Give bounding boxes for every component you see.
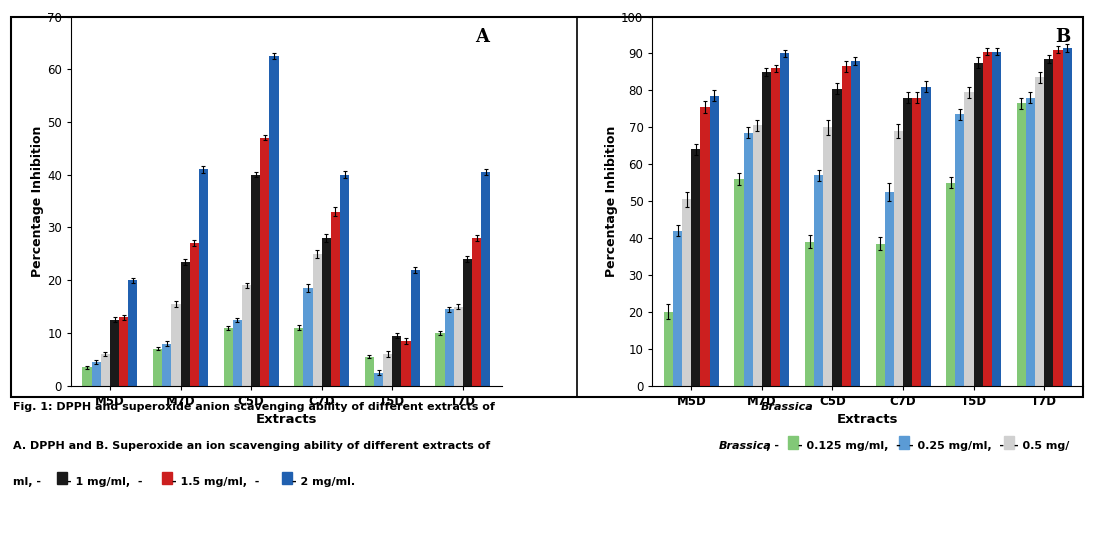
Bar (252, 175, 260, 386)
Bar (903, 98, 912, 386)
Bar (128, 280, 138, 386)
Text: Fig. 1: DPPH and superoxide anion scavenging ability of different extracts of: Fig. 1: DPPH and superoxide anion scaven… (13, 402, 499, 412)
Text: .: . (807, 402, 812, 412)
Bar (401, 341, 410, 386)
Y-axis label: Percentage Inhibition: Percentage Inhibition (32, 126, 45, 277)
Bar (444, 309, 454, 386)
Bar (885, 192, 894, 386)
Bar (682, 199, 691, 386)
Bar (269, 56, 279, 386)
Bar (744, 133, 753, 386)
Bar (805, 242, 814, 386)
Bar (101, 354, 109, 386)
Bar (119, 317, 128, 386)
Bar (92, 362, 101, 386)
Bar (199, 170, 208, 386)
Bar (691, 149, 700, 386)
Bar (172, 304, 181, 386)
Text: B: B (1055, 28, 1070, 46)
Bar (1026, 98, 1035, 386)
Text: - 1 mg/ml,  -: - 1 mg/ml, - (67, 477, 142, 487)
Bar (992, 52, 1001, 386)
Text: - 0.125 mg/ml,  -: - 0.125 mg/ml, - (798, 441, 900, 451)
Bar (242, 285, 252, 386)
Bar (473, 238, 481, 386)
Bar (223, 328, 233, 386)
Bar (753, 126, 761, 386)
Text: ml, -: ml, - (13, 477, 42, 487)
Bar (313, 254, 322, 386)
Text: - 2 mg/ml.: - 2 mg/ml. (292, 477, 356, 487)
Bar (955, 115, 965, 386)
Text: Brassica: Brassica (760, 402, 813, 412)
Y-axis label: Percentage Inhibition: Percentage Inhibition (605, 126, 618, 277)
Text: - 0.5 mg/: - 0.5 mg/ (1014, 441, 1070, 451)
Bar (673, 231, 682, 386)
Bar (912, 98, 921, 386)
Bar (875, 244, 885, 386)
Bar (374, 372, 383, 386)
Bar (1054, 50, 1062, 386)
Bar (330, 212, 340, 386)
Bar (824, 127, 833, 386)
Bar (294, 328, 303, 386)
Bar (364, 356, 374, 386)
Text: Brassica: Brassica (719, 441, 771, 451)
Bar (189, 244, 199, 386)
Bar (974, 63, 982, 386)
Bar (1016, 103, 1026, 386)
Bar (454, 306, 463, 386)
Text: - 0.25 mg/ml,  -: - 0.25 mg/ml, - (909, 441, 1004, 451)
Bar (82, 367, 92, 386)
Text: ; -: ; - (766, 441, 779, 451)
Bar (340, 175, 349, 386)
Bar (410, 269, 420, 386)
Bar (710, 96, 719, 386)
Bar (463, 259, 473, 386)
Bar (965, 92, 974, 386)
Bar (700, 107, 710, 386)
Bar (1045, 59, 1054, 386)
Bar (833, 89, 841, 386)
Bar (1035, 78, 1045, 386)
Bar (303, 288, 313, 386)
Bar (982, 52, 992, 386)
Bar (841, 66, 851, 386)
Bar (894, 131, 903, 386)
Bar (181, 262, 189, 386)
Bar (481, 172, 490, 386)
Bar (233, 320, 242, 386)
X-axis label: Extracts: Extracts (837, 413, 898, 426)
Bar (162, 343, 172, 386)
Bar (393, 336, 401, 386)
Bar (780, 53, 790, 386)
Bar (153, 349, 162, 386)
Bar (946, 182, 955, 386)
Text: - 1.5 mg/ml,  -: - 1.5 mg/ml, - (172, 477, 259, 487)
Bar (814, 175, 824, 386)
Bar (761, 72, 771, 386)
Bar (921, 87, 931, 386)
Bar (383, 354, 393, 386)
Bar (771, 68, 780, 386)
Bar (260, 138, 269, 386)
Bar (109, 320, 119, 386)
Text: A: A (475, 28, 489, 46)
Bar (322, 238, 330, 386)
Bar (734, 179, 744, 386)
X-axis label: Extracts: Extracts (256, 413, 317, 426)
Bar (664, 312, 673, 386)
Bar (851, 61, 860, 386)
Bar (435, 333, 444, 386)
Text: A. DPPH and B. Superoxide an ion scavenging ability of different extracts of: A. DPPH and B. Superoxide an ion scaveng… (13, 441, 494, 451)
Bar (1062, 48, 1072, 386)
